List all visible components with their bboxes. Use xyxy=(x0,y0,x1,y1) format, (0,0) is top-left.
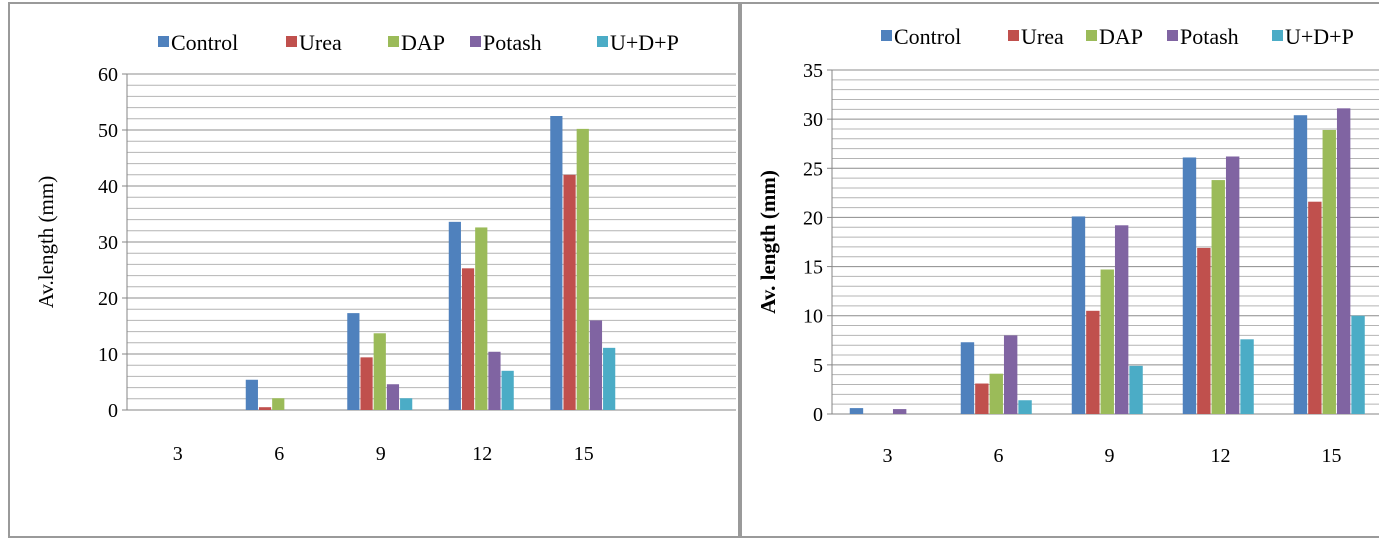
right-bar-dap-12 xyxy=(1211,180,1225,414)
right-bar-dap-6 xyxy=(989,373,1003,414)
left-y-axis-label: Av.length (mm) xyxy=(34,176,58,308)
right-legend-label: U+D+P xyxy=(1285,24,1354,49)
right-legend-label: Control xyxy=(894,24,961,49)
left-legend-swatch xyxy=(286,36,297,47)
left-bar-dap-12 xyxy=(475,227,488,410)
left-x-tick-label: 12 xyxy=(472,443,492,465)
left-legend-label: DAP xyxy=(401,30,445,55)
right-bar-control-3 xyxy=(849,408,864,414)
left-bar-control-9 xyxy=(347,313,360,410)
left-bar-control-12 xyxy=(448,221,461,410)
left-chart: 0 10 20 30 40 50 60 Av.length (mm) 3 6 9 12 15 Contro… xyxy=(34,30,736,465)
left-bar-potash-9 xyxy=(386,384,400,410)
right-y-tick-label: 35 xyxy=(803,60,823,82)
right-y-tick-label: 25 xyxy=(803,158,823,180)
right-bar-potash-15 xyxy=(1336,108,1351,415)
left-bar-udp-12 xyxy=(501,370,514,410)
right-y-axis-label: Av. length (mm) xyxy=(756,170,780,314)
right-chart: 0 5 10 15 20 25 30 35 Av. length (mm) 3 6 9 12 15 Cont… xyxy=(756,24,1379,467)
left-bar-control-6 xyxy=(245,379,258,410)
left-y-tick-label: 0 xyxy=(108,400,118,422)
right-x-tick-label: 12 xyxy=(1211,445,1231,467)
left-x-tick-label: 6 xyxy=(274,443,284,465)
right-legend-swatch xyxy=(1167,30,1178,41)
left-bar-dap-6 xyxy=(272,398,285,410)
left-y-tick-label: 60 xyxy=(98,64,118,86)
right-y-tick-label: 0 xyxy=(813,404,823,426)
left-chart-panel: 0 10 20 30 40 50 60 Av.length (mm) 3 6 9 12 15 Contro… xyxy=(8,2,740,538)
right-bar-potash-6 xyxy=(1003,335,1018,414)
right-y-tick-label: 20 xyxy=(803,207,823,229)
right-legend-swatch xyxy=(1008,30,1019,41)
left-y-tick-label: 50 xyxy=(98,120,118,142)
left-bar-dap-9 xyxy=(373,333,386,410)
left-bar-urea-12 xyxy=(461,268,475,410)
right-legend-swatch xyxy=(1272,30,1283,41)
right-legend-label: Urea xyxy=(1021,24,1064,49)
right-y-tick-label: 30 xyxy=(803,109,823,131)
left-y-tick-label: 30 xyxy=(98,232,118,254)
right-y-tick-label: 15 xyxy=(803,257,823,279)
right-bar-control-12 xyxy=(1182,157,1197,414)
left-legend-label: Urea xyxy=(299,30,342,55)
right-bar-udp-6 xyxy=(1018,400,1032,414)
left-legend-label: U+D+P xyxy=(610,30,679,55)
left-legend-label: Potash xyxy=(483,30,542,55)
right-bar-control-6 xyxy=(960,342,975,414)
left-bar-udp-15 xyxy=(603,347,616,410)
right-bar-control-15 xyxy=(1293,115,1308,414)
left-bar-control-15 xyxy=(550,116,563,410)
left-y-tick-label: 20 xyxy=(98,288,118,310)
left-bar-dap-15 xyxy=(576,128,589,410)
left-legend-swatch xyxy=(597,36,608,47)
left-legend-swatch xyxy=(158,36,169,47)
right-x-tick-label: 15 xyxy=(1322,445,1342,467)
right-legend-swatch xyxy=(1086,30,1097,41)
left-bar-urea-6 xyxy=(258,407,272,410)
right-bar-dap-15 xyxy=(1322,129,1336,414)
left-legend-label: Control xyxy=(171,30,238,55)
right-bar-urea-15 xyxy=(1308,201,1322,414)
left-legend-swatch xyxy=(388,36,399,47)
right-legend-swatch xyxy=(881,30,892,41)
right-y-tick-label: 10 xyxy=(803,306,823,328)
right-bar-udp-15 xyxy=(1351,315,1365,414)
right-legend-label: DAP xyxy=(1099,24,1143,49)
right-bar-dap-9 xyxy=(1100,269,1114,414)
right-x-tick-label: 3 xyxy=(883,445,893,467)
right-bar-udp-9 xyxy=(1129,365,1143,414)
right-x-tick-label: 6 xyxy=(994,445,1004,467)
left-bar-potash-12 xyxy=(488,351,501,410)
left-bar-urea-15 xyxy=(563,174,576,410)
right-legend-label: Potash xyxy=(1180,24,1239,49)
right-bar-potash-12 xyxy=(1225,156,1240,414)
left-y-tick-label: 10 xyxy=(98,344,118,366)
left-x-tick-label: 15 xyxy=(574,443,594,465)
right-y-tick-label: 5 xyxy=(813,355,823,377)
right-bar-urea-12 xyxy=(1197,247,1211,414)
left-x-tick-label: 3 xyxy=(173,443,183,465)
right-bar-potash-3 xyxy=(892,409,907,414)
right-x-tick-label: 9 xyxy=(1105,445,1115,467)
left-y-tick-label: 40 xyxy=(98,176,118,198)
left-x-tick-label: 9 xyxy=(376,443,386,465)
right-bar-urea-9 xyxy=(1086,310,1100,414)
left-legend-swatch xyxy=(470,36,481,47)
right-bar-potash-9 xyxy=(1114,225,1129,414)
left-bar-urea-9 xyxy=(360,357,373,410)
right-chart-panel: 0 5 10 15 20 25 30 35 Av. length (mm) 3 6 9 12 15 Cont… xyxy=(740,2,1379,538)
left-bar-udp-9 xyxy=(400,398,413,410)
right-bar-urea-6 xyxy=(975,383,989,414)
left-bar-potash-15 xyxy=(589,320,603,410)
right-bar-control-9 xyxy=(1071,216,1086,414)
right-bar-udp-12 xyxy=(1240,339,1254,414)
